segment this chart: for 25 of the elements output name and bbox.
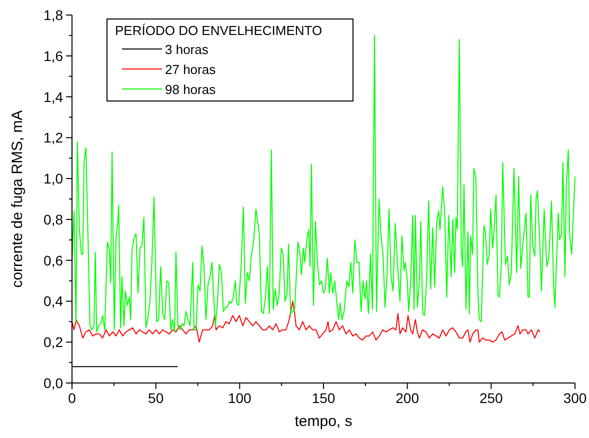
legend-title: PERÍODO DO ENVELHECIMENTO xyxy=(115,23,322,38)
line-series xyxy=(72,34,576,332)
y-tick-label: 1,8 xyxy=(44,7,64,23)
x-tick-label: 150 xyxy=(312,390,336,406)
y-tick-label: 0,0 xyxy=(44,375,64,391)
legend-label: 27 horas xyxy=(165,62,216,77)
x-tick-label: 300 xyxy=(563,390,587,406)
x-tick-label: 50 xyxy=(148,390,164,406)
y-axis-title: corrente de fuga RMS, mA xyxy=(9,110,26,288)
x-axis-title: tempo, s xyxy=(294,413,352,430)
y-tick-label: 1,0 xyxy=(44,170,64,187)
x-tick-label: 100 xyxy=(228,390,252,406)
x-tick-label: 0 xyxy=(68,390,76,406)
y-tick-label: 1,4 xyxy=(44,88,64,105)
legend-label: 3 horas xyxy=(165,42,209,57)
y-tick-label: 0,6 xyxy=(44,252,64,268)
legend-label: 98 horas xyxy=(165,82,216,97)
x-tick-label: 200 xyxy=(396,390,420,406)
y-tick-label: 1,6 xyxy=(44,48,64,64)
y-tick-label: 0,4 xyxy=(44,293,64,310)
x-tick-label: 250 xyxy=(479,390,504,406)
y-tick-label: 1,2 xyxy=(44,130,64,146)
y-tick-label: 0,2 xyxy=(44,334,64,350)
line-series xyxy=(72,300,540,343)
y-tick-label: 0,8 xyxy=(44,211,64,228)
